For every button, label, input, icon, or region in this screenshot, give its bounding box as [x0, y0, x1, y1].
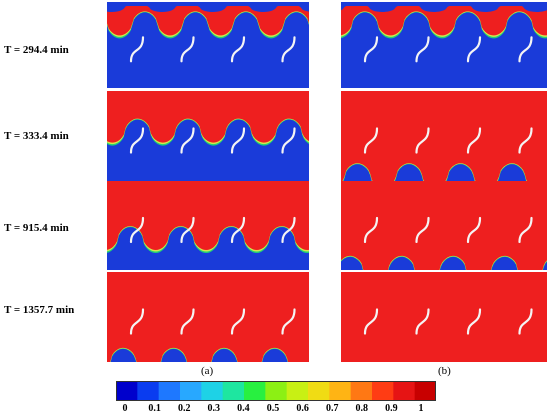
- row-label-1: T = 294.4 min: [4, 44, 69, 56]
- panel-a-4: [107, 272, 309, 362]
- colorbar-tick-label: 0.6: [296, 403, 309, 414]
- baffle-shape: [518, 308, 533, 335]
- column-label-a: (a): [201, 365, 214, 377]
- colorbar-tick-label: 0.1: [148, 403, 161, 414]
- baffle-shape: [363, 36, 379, 63]
- panel-a-2: [107, 91, 309, 181]
- panel-b-3: [341, 181, 547, 270]
- colorbar-swatch: [116, 381, 138, 401]
- panel-a-3: [107, 181, 309, 270]
- baffle-shape: [415, 127, 430, 154]
- panel-a-1: [107, 2, 309, 88]
- column-label-b: (b): [438, 365, 451, 377]
- baffle-shape: [129, 216, 145, 244]
- baffle-shape: [363, 308, 379, 335]
- baffle-shape: [415, 36, 430, 63]
- baffle-shape: [180, 36, 195, 63]
- baffle-shape: [466, 127, 482, 154]
- baffle-shape: [230, 36, 246, 63]
- colorbar-swatch: [350, 381, 373, 401]
- colorbar-swatch: [222, 381, 245, 401]
- colorbar-tick-label: 1: [418, 403, 424, 414]
- colorbar-swatch: [372, 381, 394, 401]
- baffle-shape: [180, 308, 195, 335]
- baffle-shape: [129, 308, 145, 335]
- baffle-shape: [180, 127, 195, 154]
- colorbar-tick-label: 0.9: [385, 403, 398, 414]
- baffle-shape: [281, 216, 296, 244]
- baffle-shape: [230, 127, 246, 154]
- colorbar-swatch: [265, 381, 288, 401]
- baffle-shape: [230, 308, 246, 335]
- colorbar-swatch: [414, 381, 436, 401]
- baffle-shape: [129, 127, 145, 154]
- row-label-4: T = 1357.7 min: [4, 304, 75, 316]
- baffle-shape: [129, 36, 145, 63]
- colorbar-tick-label: 0: [122, 403, 128, 414]
- baffle-shape: [466, 36, 482, 63]
- colorbar-swatch: [158, 381, 181, 401]
- baffle-shape: [518, 127, 533, 154]
- colorbar-tick-label: 0.3: [207, 403, 221, 414]
- colorbar-swatch: [286, 381, 309, 401]
- baffle-shape: [363, 127, 379, 154]
- colorbar-tick-label: 0.8: [355, 403, 369, 414]
- colorbar-swatch: [137, 381, 160, 401]
- row-label-2: T = 333.4 min: [4, 130, 69, 142]
- baffle-shape: [466, 308, 482, 335]
- panel-b-4: [341, 272, 547, 362]
- colorbar-swatch: [180, 381, 202, 401]
- panel-b-2: [341, 91, 547, 181]
- baffle-shape: [180, 216, 195, 244]
- baffle-shape: [415, 308, 430, 335]
- colorbar-tick-label: 0.4: [237, 403, 250, 414]
- baffle-shape: [363, 216, 379, 244]
- baffle-shape: [281, 308, 296, 335]
- colorbar-swatch: [201, 381, 224, 401]
- baffle-shape: [230, 216, 246, 244]
- baffle-shape: [415, 216, 430, 244]
- panel-b-1: [341, 2, 547, 88]
- baffle-shape: [518, 216, 533, 244]
- colorbar-tick-label: 0.5: [266, 403, 280, 414]
- colorbar: [116, 381, 436, 401]
- baffle-shape: [281, 36, 296, 63]
- colorbar-swatch: [244, 381, 266, 401]
- baffle-shape: [518, 36, 533, 63]
- row-label-3: T = 915.4 min: [4, 222, 69, 234]
- colorbar-tick-label: 0.7: [325, 403, 339, 414]
- baffle-shape: [466, 216, 482, 244]
- colorbar-swatch: [393, 381, 416, 401]
- colorbar-tick-label: 0.2: [177, 403, 191, 414]
- colorbar-swatch: [329, 381, 352, 401]
- colorbar-swatch: [308, 381, 330, 401]
- baffle-shape: [281, 127, 296, 154]
